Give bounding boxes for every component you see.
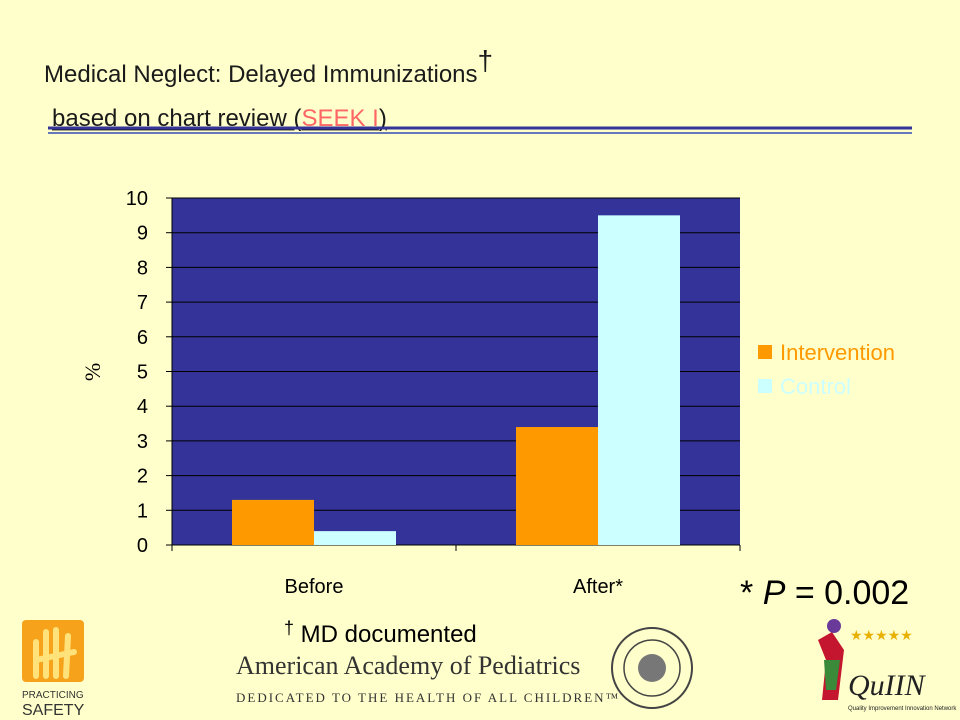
y-tick-label: 10 xyxy=(126,188,148,210)
footnote: † MD documented xyxy=(284,618,477,648)
y-tick-label: 3 xyxy=(137,431,148,453)
legend-label: Intervention xyxy=(780,340,895,365)
quiin-logo: ★★★★★ QuIIN Quality Improvement Innovati… xyxy=(818,619,957,712)
annotation-part: * xyxy=(740,574,763,612)
logo-text: DEDICATED TO THE HEALTH OF ALL CHILDREN™ xyxy=(236,690,620,705)
bar xyxy=(232,499,314,545)
title-text: Medical Neglect: Delayed Immunizations xyxy=(44,61,478,88)
y-tick-label: 6 xyxy=(137,327,148,349)
y-tick-label: 5 xyxy=(137,362,148,384)
y-tick-label: 8 xyxy=(137,257,148,279)
y-tick-label: 7 xyxy=(137,292,148,314)
footnote-part: † xyxy=(284,618,294,638)
logo-text: QuIIN xyxy=(848,669,927,702)
y-axis-label: % xyxy=(80,363,105,381)
aap-logo: American Academy of Pediatrics DEDICATED… xyxy=(236,627,693,709)
practicing-safety-logo: PRACTICING SAFETY xyxy=(22,620,85,719)
x-tick-label: After* xyxy=(573,576,623,598)
bar xyxy=(314,531,396,545)
footnote-part: MD documented xyxy=(294,621,477,648)
annotation: * P = 0.002 xyxy=(740,574,909,612)
y-tick-label: 4 xyxy=(137,396,148,418)
logo-text: SAFETY xyxy=(22,702,85,719)
logo-text: American Academy of Pediatrics xyxy=(236,651,580,680)
x-tick-label: Before xyxy=(285,576,344,598)
legend-swatch xyxy=(758,379,772,393)
title: Medical Neglect: Delayed Immunizations† xyxy=(44,45,493,88)
legend-swatch xyxy=(758,345,772,359)
bar xyxy=(598,215,680,545)
y-tick-label: 0 xyxy=(137,535,148,557)
logo-text: PRACTICING xyxy=(22,690,84,701)
logo-text: Quality Improvement Innovation Network xyxy=(848,706,957,712)
legend-label: Control xyxy=(780,374,851,399)
y-tick-label: 2 xyxy=(137,466,148,488)
subtitle-part: ) xyxy=(379,105,387,132)
annotation-part: P xyxy=(763,574,786,612)
annotation-part: = 0.002 xyxy=(785,574,909,612)
title-mark: † xyxy=(478,45,494,76)
svg-text:★★★★★: ★★★★★ xyxy=(850,627,913,643)
bar xyxy=(516,427,598,545)
y-tick-label: 9 xyxy=(137,223,148,245)
y-tick-label: 1 xyxy=(137,500,148,522)
